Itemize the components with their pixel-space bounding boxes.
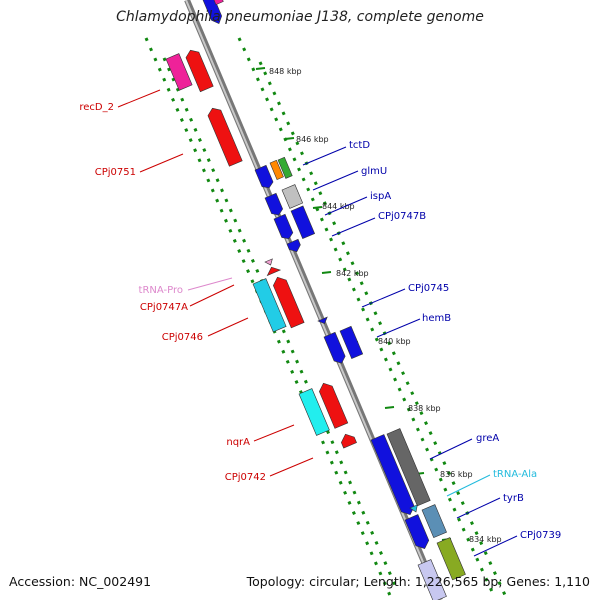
gene-label-CPj0745[interactable]: CPj0745: [408, 283, 449, 294]
gene-label-CPj0742[interactable]: CPj0742: [225, 472, 266, 483]
gene-arrow-CPj0746[interactable]: [271, 275, 305, 329]
gene-arrow-CPj0746[interactable]: [252, 278, 287, 333]
gene-label-tRNA-Ala[interactable]: tRNA-Ala: [493, 469, 537, 480]
trna-pro-feature[interactable]: [264, 258, 274, 267]
scale-label: 838 kbp: [408, 404, 441, 413]
scale-label: 836 kbp: [440, 470, 473, 479]
gene-arrow[interactable]: [286, 238, 302, 254]
label-connectors: [117, 89, 518, 557]
gene-arrow[interactable]: [417, 559, 447, 600]
gene-labels: recD_2 CPj0751 tRNA-Pro CPj0747A CPj0746…: [79, 102, 561, 541]
gene-arrow-hemB[interactable]: [323, 331, 347, 365]
gene-arrow-CPj0747A[interactable]: [265, 265, 282, 277]
gene-label-tyrB[interactable]: tyrB: [503, 493, 524, 504]
scale-label: 846 kbp: [296, 135, 329, 144]
gene-arrow-tyrB[interactable]: [404, 514, 431, 552]
gene-arrow-recD_2[interactable]: [165, 53, 193, 91]
gene-arrow-recD_2[interactable]: [184, 48, 214, 93]
gene-arrow-ispA[interactable]: [264, 192, 284, 217]
gene-arrow-nqrA[interactable]: [317, 381, 349, 429]
gene-label-CPj0747B[interactable]: CPj0747B: [378, 211, 426, 222]
trna-ala-feature[interactable]: [409, 504, 420, 514]
gene-label-nqrA[interactable]: nqrA: [226, 437, 250, 448]
gene-label-tRNA-Pro[interactable]: tRNA-Pro: [139, 285, 183, 296]
gene-label-greA[interactable]: greA: [476, 433, 499, 444]
gene-arrow-CPj0751[interactable]: [206, 106, 243, 167]
scale-label: 840 kbp: [378, 337, 411, 346]
gene-arrow-CPj0747B[interactable]: [273, 213, 294, 241]
gene-arrow-CPj0739[interactable]: [436, 537, 466, 581]
scale-label: 842 kbp: [336, 269, 369, 278]
gene-arrow-greA[interactable]: [386, 428, 431, 507]
gene-arrow[interactable]: [213, 0, 224, 5]
gene-label-recD_2[interactable]: recD_2: [79, 102, 114, 113]
gene-arrow-nqrA[interactable]: [298, 388, 330, 436]
scale-label: 834 kbp: [469, 535, 502, 544]
accession-text: Accession: NC_002491: [9, 574, 152, 589]
gene-arrow-CPj0742[interactable]: [339, 432, 357, 449]
gene-label-CPj0739[interactable]: CPj0739: [520, 530, 561, 541]
gene-label-glmU[interactable]: glmU: [361, 166, 387, 177]
scale-label: 848 kbp: [269, 67, 302, 76]
gene-arrow-tyrB[interactable]: [421, 504, 447, 539]
gene-arrow-glmU[interactable]: [254, 164, 275, 190]
gene-arrow-ispA[interactable]: [281, 184, 304, 209]
gene-label-CPj0751[interactable]: CPj0751: [95, 167, 136, 178]
gene-arrow[interactable]: [202, 0, 224, 26]
scale-labels: 848 kbp 846 kbp 844 kbp 842 kbp 840 kbp …: [269, 67, 502, 544]
gene-arrow-greA[interactable]: [370, 434, 417, 518]
gene-label-CPj0747A[interactable]: CPj0747A: [140, 302, 188, 313]
gene-label-ispA[interactable]: ispA: [370, 191, 391, 202]
topology-text: Topology: circular; Length: 1,226,565 bp…: [246, 574, 590, 589]
gene-arrow-hemB[interactable]: [339, 325, 364, 360]
gene-label-hemB[interactable]: hemB: [422, 313, 451, 324]
gene-arrow[interactable]: [317, 316, 329, 325]
gene-label-CPj0746[interactable]: CPj0746: [162, 332, 203, 343]
gene-arrow-CPj0747B[interactable]: [290, 205, 316, 240]
gene-arrow-tctD[interactable]: [269, 159, 284, 180]
gene-features: [165, 0, 466, 600]
gene-label-tctD[interactable]: tctD: [349, 140, 370, 151]
map-title: Chlamydophila pneumoniae J138, complete …: [116, 9, 484, 25]
scale-label: 844 kbp: [322, 202, 355, 211]
gene-arrow-tctD[interactable]: [277, 156, 293, 179]
